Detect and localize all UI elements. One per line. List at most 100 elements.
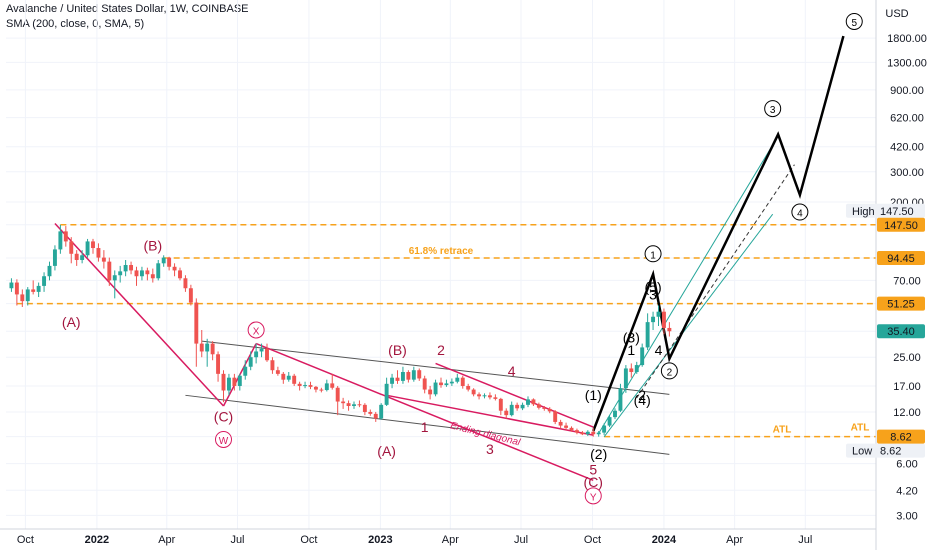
candle-body xyxy=(20,294,25,302)
candle-body xyxy=(368,411,373,414)
candle-body xyxy=(433,382,438,395)
candle-body xyxy=(134,270,139,277)
wave-label-black: (1) xyxy=(585,387,602,403)
candle-body xyxy=(139,270,144,277)
candle-body xyxy=(25,289,30,302)
candle-body xyxy=(85,241,90,256)
y-tick-label: 1300.00 xyxy=(887,57,927,69)
candle-body xyxy=(645,322,650,348)
candle-body xyxy=(259,348,264,352)
candle-body xyxy=(292,375,297,384)
side-tag-bg xyxy=(846,203,925,218)
level-text: ATL xyxy=(773,425,792,436)
wave-circle-magenta xyxy=(215,430,232,448)
wave-label-black: 2 xyxy=(638,387,646,403)
level-tag-bg xyxy=(877,429,925,444)
candle-body xyxy=(515,404,520,409)
atl-text: ATL xyxy=(851,423,870,434)
chart-title: Avalanche / United States Dollar, 1W, CO… xyxy=(6,3,249,15)
x-tick-label: Oct xyxy=(17,534,34,546)
wave-circle-black xyxy=(845,12,863,30)
wave-label-black: 4 xyxy=(655,342,663,358)
x-tick-label: 2022 xyxy=(85,534,109,546)
candle-body xyxy=(107,261,112,281)
candle-body xyxy=(493,397,498,399)
wave-label-red: (B) xyxy=(143,237,162,253)
wave-label-black: (4) xyxy=(634,392,651,408)
candle-body xyxy=(91,241,95,249)
candle-body xyxy=(466,385,471,390)
wave-line xyxy=(386,394,594,436)
candle-body xyxy=(661,311,666,328)
grid-layer xyxy=(6,0,876,529)
candle-body xyxy=(303,385,308,387)
candle-body xyxy=(188,288,193,303)
candle-body xyxy=(623,368,628,389)
candle-body xyxy=(504,410,509,416)
y-tick-label: 300.00 xyxy=(890,167,924,179)
candle-body xyxy=(651,316,656,323)
candle-body xyxy=(199,343,204,352)
candle-body xyxy=(14,282,19,295)
candle-body xyxy=(297,383,302,386)
wave-circle-magenta xyxy=(247,321,265,339)
wave-label-red: (C) xyxy=(214,408,233,424)
candle-body xyxy=(395,377,400,381)
level-tag-bg xyxy=(877,251,925,266)
candle-body xyxy=(286,375,291,380)
last-price-tag: 35.40 xyxy=(887,326,915,338)
y-tick-label: 620.00 xyxy=(890,113,924,125)
level-tag: 147.50 xyxy=(884,220,918,232)
candle-body xyxy=(471,389,476,395)
side-tag-label: Low xyxy=(852,446,872,458)
candle-body xyxy=(428,389,433,395)
y-tick-label: 6.00 xyxy=(896,459,917,471)
candle-body xyxy=(324,383,329,391)
channel-line xyxy=(201,340,670,395)
projection-path xyxy=(592,35,845,432)
level-tag: 8.62 xyxy=(890,432,911,444)
y-unit-label: USD xyxy=(885,8,908,20)
candle-body xyxy=(150,274,155,279)
green-channel-line xyxy=(598,144,774,434)
wave-label-red: (B) xyxy=(388,342,407,358)
candle-body xyxy=(629,368,634,373)
y-tick-label: 25.00 xyxy=(893,352,921,364)
x-tick-label: Apr xyxy=(726,534,743,546)
candle-body xyxy=(531,399,536,405)
price-tags-layer: High 147.50 147.50 94.45 51.25 Low 8.62 ATL 8.62… xyxy=(846,203,925,458)
candles-layer xyxy=(9,224,672,437)
candle-body xyxy=(161,257,166,264)
candle-body xyxy=(547,408,552,412)
candle-body xyxy=(36,285,41,292)
candle-body xyxy=(346,403,351,406)
candle-body xyxy=(558,421,563,426)
candle-body xyxy=(237,375,242,386)
x-tick-label: Oct xyxy=(300,534,317,546)
x-tick-label: Jul xyxy=(514,534,528,546)
wave-circle-magenta xyxy=(584,487,602,505)
wave-label-black: (5) xyxy=(645,279,662,295)
candle-body xyxy=(487,395,492,398)
candle-body xyxy=(74,253,79,260)
x-tick-label: Apr xyxy=(158,534,175,546)
wave-label-magenta: Y xyxy=(590,492,597,503)
y-tick-label: 17.00 xyxy=(893,381,921,393)
wave-label-black: 1 xyxy=(627,342,635,358)
channel-line xyxy=(185,394,670,455)
candle-body xyxy=(520,404,525,409)
candle-body xyxy=(656,311,661,317)
candle-body xyxy=(422,378,427,390)
indicator-legend: SMA (200, close, 0, SMA, 5) xyxy=(6,18,145,30)
candle-body xyxy=(210,343,215,355)
candle-body xyxy=(319,389,324,391)
levels-layer: 61.8% retrace ATL xyxy=(16,224,876,438)
candle-body xyxy=(564,425,569,428)
candle-body xyxy=(194,302,199,344)
candle-body xyxy=(313,386,318,390)
wave-label-circled: 3 xyxy=(770,105,776,116)
candle-body xyxy=(482,395,487,397)
wave-label-magenta: W xyxy=(219,436,229,447)
candle-body xyxy=(417,370,422,379)
